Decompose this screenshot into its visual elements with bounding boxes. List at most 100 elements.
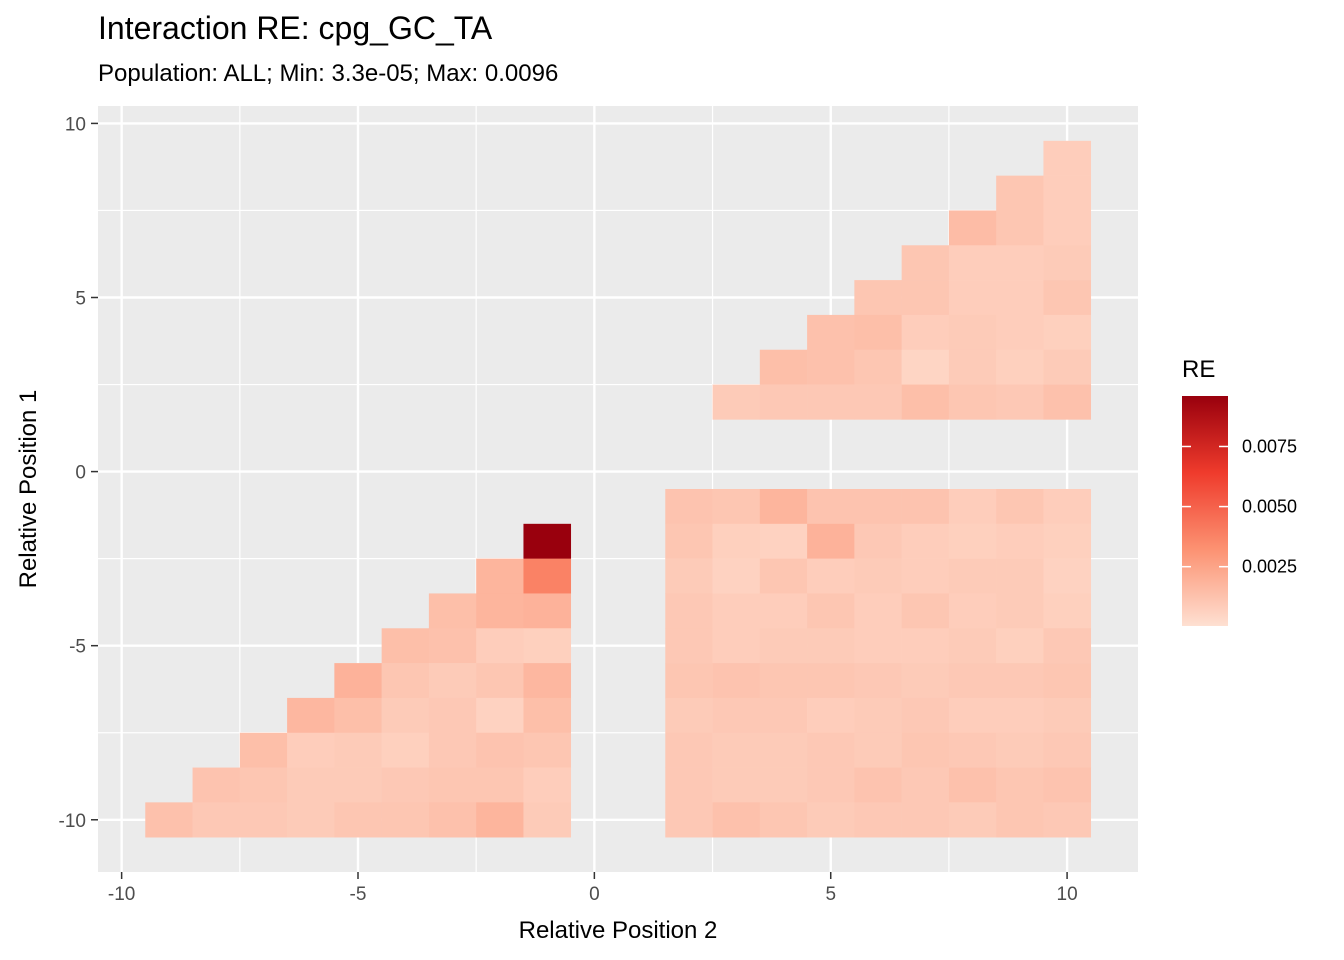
heatmap-cell <box>996 593 1044 629</box>
heatmap-cell <box>1043 523 1092 559</box>
heatmap-cell <box>901 384 950 420</box>
heatmap-cell <box>476 697 524 734</box>
heatmap-cell <box>712 697 761 734</box>
y-tick-label: 5 <box>75 289 86 310</box>
legend-tick-label: 0.0025 <box>1242 557 1297 577</box>
heatmap-cell <box>807 663 855 699</box>
heatmap-cell <box>901 349 950 385</box>
heatmap-cell <box>854 558 902 594</box>
heatmap-cell <box>1043 802 1092 838</box>
heatmap-cell <box>854 802 902 838</box>
y-tick-label: 10 <box>65 114 86 135</box>
heatmap-cell <box>996 349 1044 385</box>
heatmap-cell <box>428 697 477 734</box>
y-tick-label: -5 <box>69 637 86 658</box>
heatmap-cell <box>665 663 713 699</box>
heatmap-cell <box>948 697 997 734</box>
heatmap-cell <box>948 732 997 768</box>
heatmap-cell <box>334 802 382 838</box>
heatmap-cell <box>996 384 1044 420</box>
heatmap-cell <box>948 558 997 594</box>
legend-ticks: 0.0025 0.0050 0.0075 <box>1182 436 1297 577</box>
heatmap-cell <box>1043 697 1092 734</box>
heatmap-cell <box>948 593 997 629</box>
heatmap-cell <box>1043 663 1092 699</box>
heatmap-cell <box>996 245 1044 281</box>
heatmap-cell <box>476 558 524 594</box>
heatmap-cell <box>381 663 430 699</box>
heatmap-cell <box>996 558 1044 594</box>
heatmap-cell <box>381 732 430 768</box>
heatmap-cell <box>759 697 808 734</box>
heatmap-cell <box>996 314 1044 351</box>
heatmap-cell <box>901 732 950 768</box>
heatmap-cell <box>759 767 808 803</box>
heatmap-cell <box>1043 314 1092 351</box>
heatmap-cell <box>523 628 572 664</box>
heatmap-cell <box>996 628 1044 664</box>
heatmap-cell <box>1043 210 1092 246</box>
heatmap-cell <box>665 732 713 768</box>
heatmap-cell <box>948 245 997 281</box>
heatmap-cell <box>854 280 902 316</box>
heatmap-cell <box>523 732 572 768</box>
heatmap-cell <box>476 767 524 803</box>
heatmap-cell <box>854 663 902 699</box>
heatmap-cell <box>1043 489 1092 525</box>
heatmap-cell <box>287 732 335 768</box>
legend-tick-label: 0.0050 <box>1242 497 1297 517</box>
heatmap-cell <box>523 802 572 838</box>
heatmap-cell <box>523 593 572 629</box>
heatmap-cell <box>476 732 524 768</box>
heatmap-cell <box>1043 175 1092 211</box>
heatmap-cell <box>807 697 855 734</box>
heatmap-cell <box>901 280 950 316</box>
heatmap-cell <box>287 767 335 803</box>
heatmap-cell <box>807 558 855 594</box>
heatmap-cell <box>854 697 902 734</box>
heatmap-cell <box>665 489 713 525</box>
heatmap-cell <box>807 314 855 351</box>
heatmap-cell <box>1043 140 1092 176</box>
heatmap-cell <box>948 314 997 351</box>
heatmap-cell <box>476 802 524 838</box>
x-tick-label: 0 <box>589 884 600 905</box>
heatmap-cell <box>759 558 808 594</box>
heatmap-cell <box>854 732 902 768</box>
heatmap-cell <box>428 767 477 803</box>
heatmap-cell <box>854 767 902 803</box>
heatmap-cell <box>476 628 524 664</box>
heatmap-cell <box>854 349 902 385</box>
chart-subtitle: Population: ALL; Min: 3.3e-05; Max: 0.00… <box>98 60 559 87</box>
heatmap-cell <box>334 697 382 734</box>
heatmap-cell <box>428 732 477 768</box>
heatmap-cell <box>712 558 761 594</box>
heatmap-cell <box>948 663 997 699</box>
heatmap-cell <box>901 767 950 803</box>
heatmap-cell <box>948 489 997 525</box>
heatmap-cell <box>381 697 430 734</box>
heatmap-cell <box>948 767 997 803</box>
heatmap-cell <box>759 732 808 768</box>
heatmap-cell <box>996 767 1044 803</box>
heatmap-cell <box>1043 349 1092 385</box>
heatmap-cell <box>996 663 1044 699</box>
heatmap-cell <box>807 593 855 629</box>
heatmap-cell <box>712 802 761 838</box>
heatmap-cell <box>901 558 950 594</box>
chart-title: Interaction RE: cpg_GC_TA <box>98 10 493 46</box>
heatmap-cell <box>996 802 1044 838</box>
y-tick-label: -10 <box>59 811 86 832</box>
heatmap-cell <box>854 384 902 420</box>
heatmap-cell <box>759 663 808 699</box>
heatmap-cell <box>901 593 950 629</box>
heatmap-cell <box>381 628 430 664</box>
heatmap-cell <box>287 802 335 838</box>
heatmap-cell <box>665 593 713 629</box>
heatmap-cell <box>901 802 950 838</box>
heatmap-cell <box>1043 767 1092 803</box>
heatmap-cell <box>807 349 855 385</box>
heatmap-cell <box>239 802 288 838</box>
heatmap-cell <box>476 593 524 629</box>
